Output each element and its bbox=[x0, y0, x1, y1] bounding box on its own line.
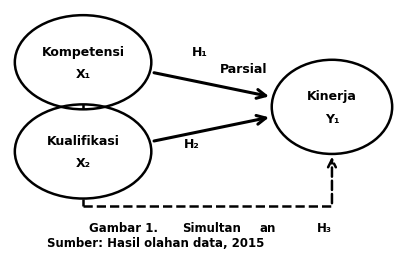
Text: Gambar 1.: Gambar 1. bbox=[89, 222, 158, 235]
Text: Kompetensi: Kompetensi bbox=[42, 46, 125, 59]
Text: X₂: X₂ bbox=[76, 157, 91, 170]
Text: Kinerja: Kinerja bbox=[307, 90, 357, 103]
Text: Y₁: Y₁ bbox=[325, 113, 339, 126]
Text: H₃: H₃ bbox=[316, 222, 331, 235]
Text: H₂: H₂ bbox=[184, 137, 199, 151]
Text: H₁: H₁ bbox=[192, 46, 208, 59]
Text: Simultan: Simultan bbox=[182, 222, 241, 235]
Text: Kualifikasi: Kualifikasi bbox=[47, 135, 120, 148]
Text: an: an bbox=[260, 222, 276, 235]
Text: X₁: X₁ bbox=[76, 68, 91, 81]
Text: Parsial: Parsial bbox=[220, 63, 267, 76]
Text: Sumber: Hasil olahan data, 2015: Sumber: Hasil olahan data, 2015 bbox=[47, 237, 264, 250]
